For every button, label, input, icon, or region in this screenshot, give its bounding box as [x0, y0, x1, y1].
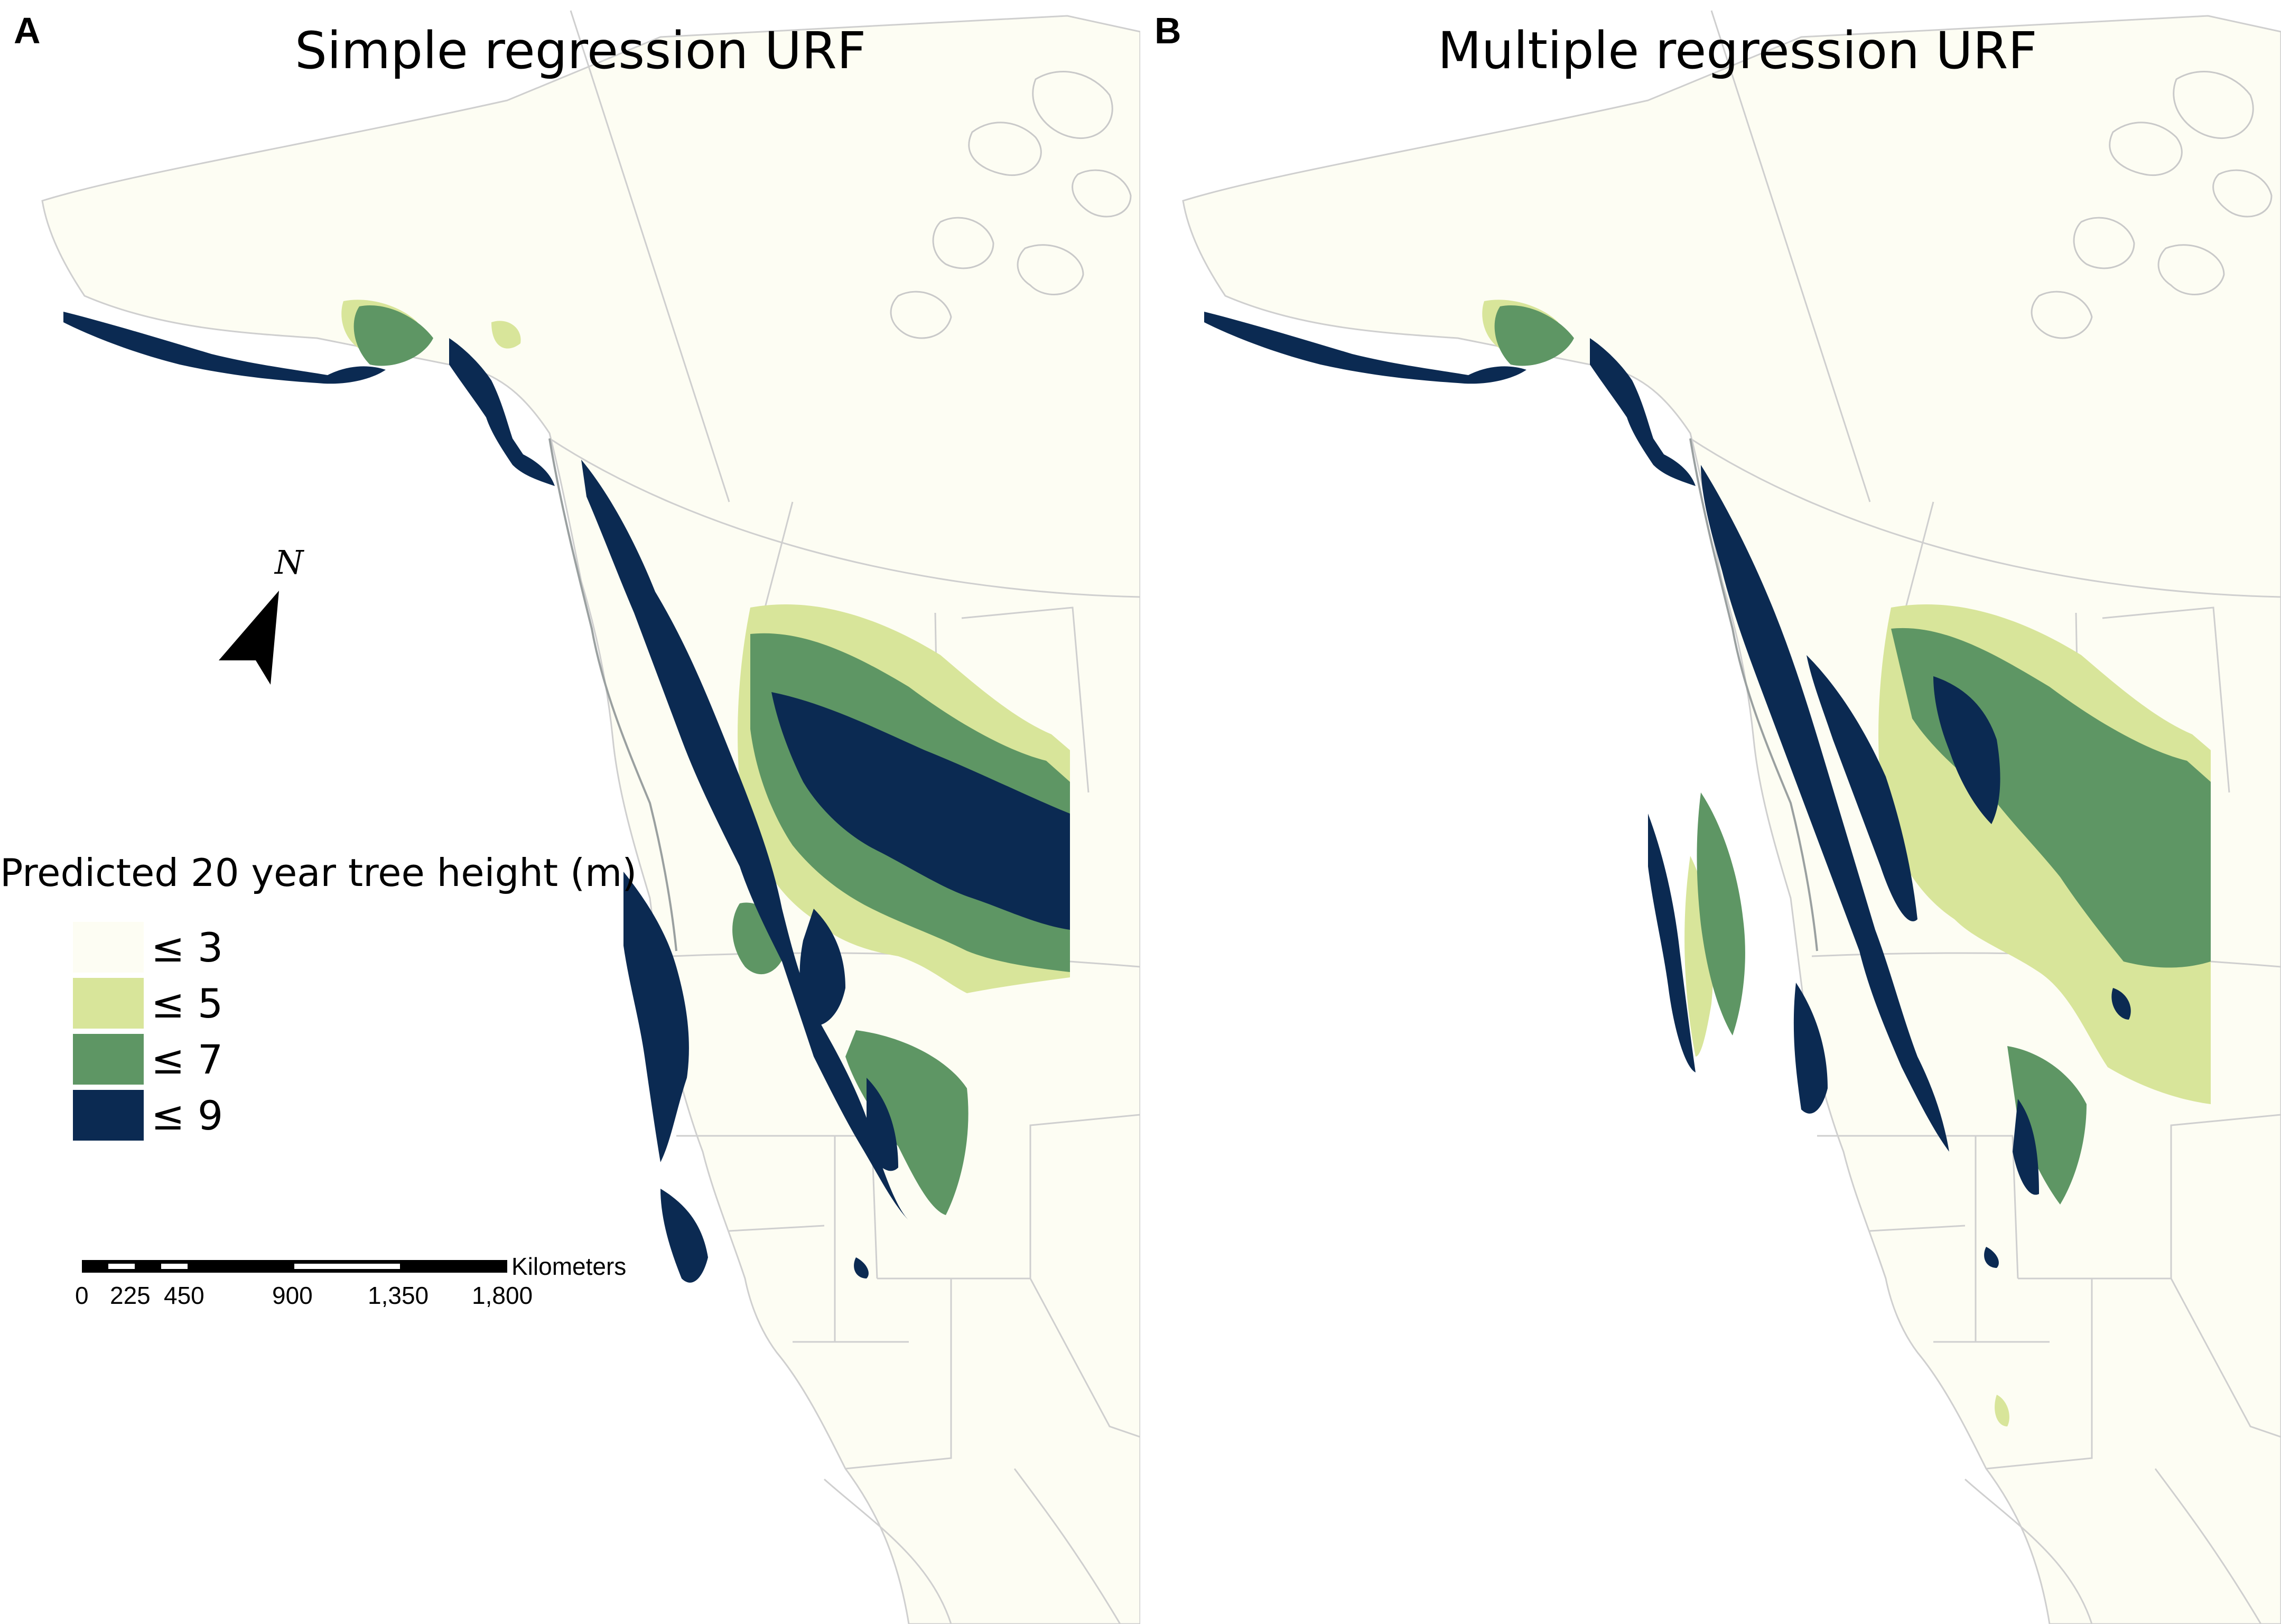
legend-swatch [73, 922, 144, 973]
height-class-9 [1204, 312, 2131, 1268]
scale-unit-label: Kilometers [511, 1253, 627, 1280]
scale-tick-label: 1,800 [472, 1282, 533, 1309]
legend-label: ≤ 3 [151, 924, 224, 971]
scale-tick-label: 900 [272, 1282, 313, 1309]
map-panel-b: B Multiple regression URF [1141, 0, 2281, 1624]
map-panel-a: A Simple regression URF N Predicted 20 y… [0, 0, 1140, 1624]
legend-swatch [73, 1090, 144, 1141]
north-arrow-icon [219, 591, 279, 685]
map-simple-regression [41, 10, 1140, 1624]
legend-title: Predicted 20 year tree height (m) [0, 851, 637, 895]
coastline [1689, 438, 1818, 951]
arctic-islands [890, 71, 1132, 339]
scale-bar [82, 1260, 507, 1273]
panel-title-b: Multiple regression URF [1438, 21, 2037, 80]
coastline [548, 438, 677, 951]
arctic-islands [2031, 71, 2273, 339]
north-label: N [275, 543, 304, 582]
legend-label: ≤ 9 [151, 1092, 224, 1139]
scale-tick-label: 225 [110, 1282, 151, 1309]
legend-swatch [73, 978, 144, 1029]
panel-letter-b: B [1155, 10, 1181, 51]
legend-swatch [73, 1034, 144, 1085]
panel-letter-a: A [14, 10, 41, 51]
scale-tick-label: 0 [75, 1282, 89, 1309]
legend-label: ≤ 5 [151, 980, 224, 1027]
map-multiple-regression [1182, 10, 2281, 1624]
scale-tick-label: 450 [164, 1282, 204, 1309]
height-class-9 [63, 312, 1070, 1283]
scale-tick-label: 1,350 [368, 1282, 429, 1309]
legend-label: ≤ 7 [151, 1036, 224, 1083]
panel-title-a: Simple regression URF [295, 21, 867, 80]
